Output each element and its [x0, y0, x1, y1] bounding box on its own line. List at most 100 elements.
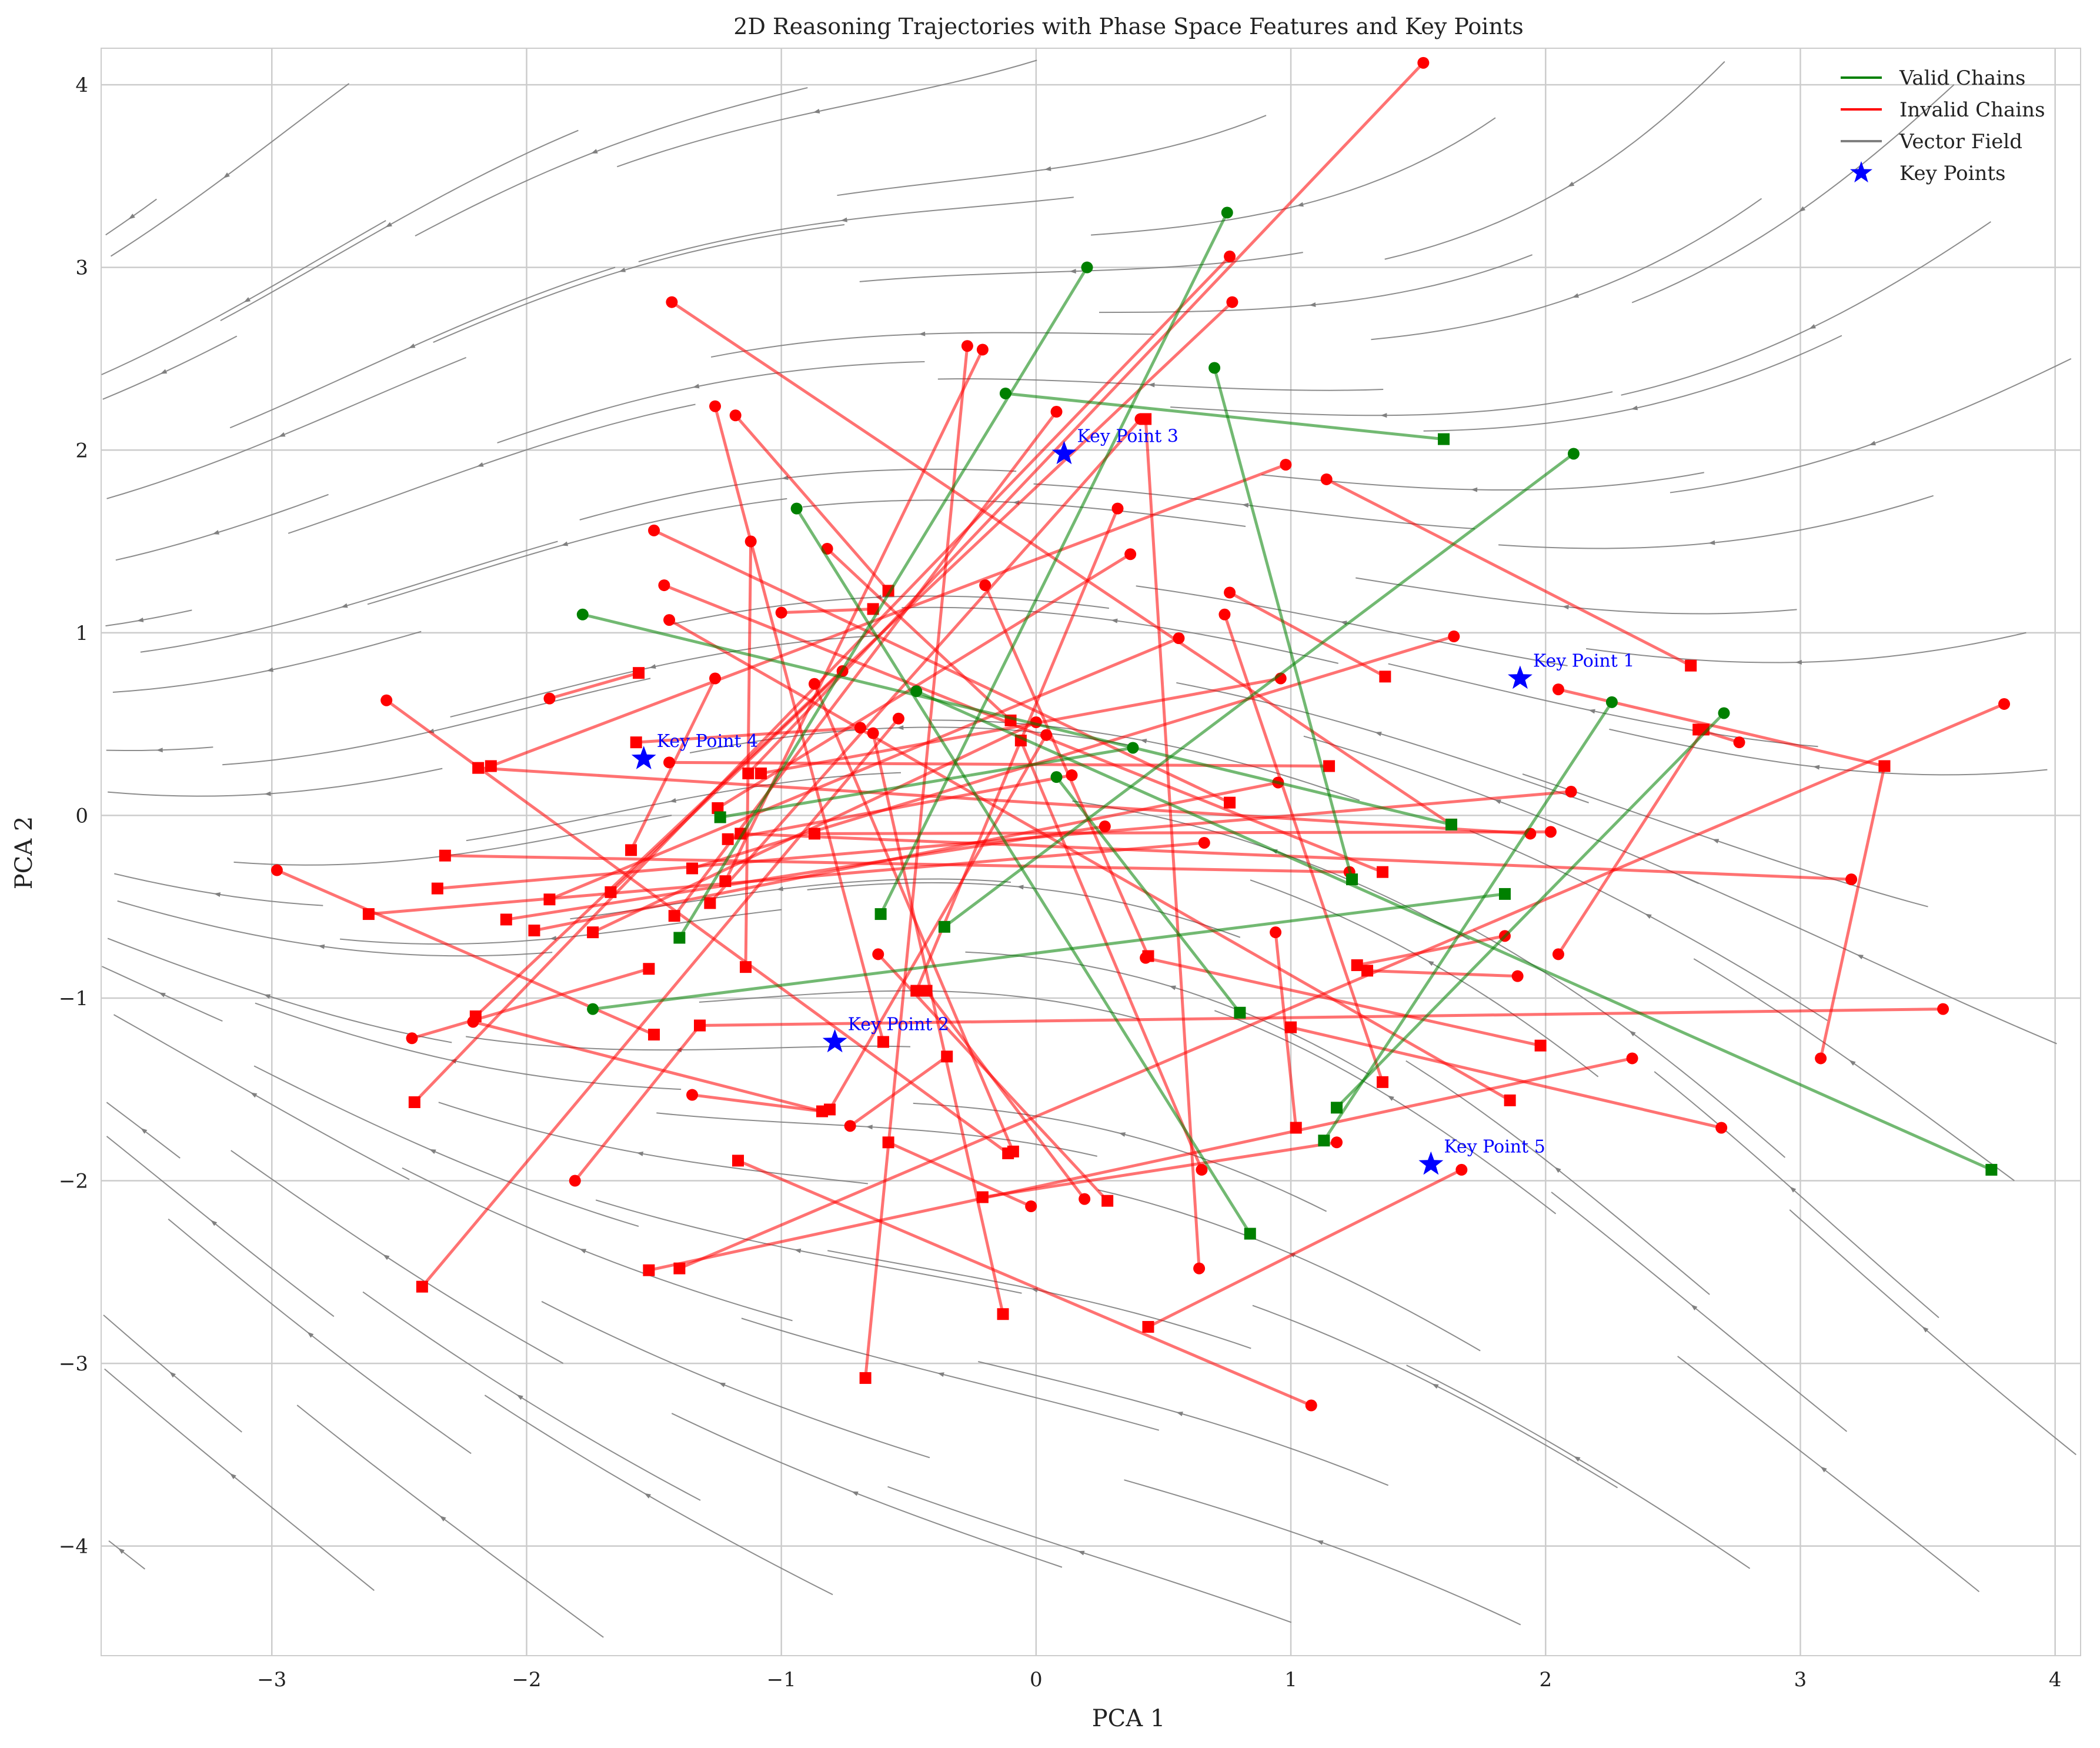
invalid-chain — [362, 836, 1210, 920]
invalid-chain-end-marker — [816, 1105, 828, 1117]
x-axis-label: PCA 1 — [1092, 1705, 1166, 1732]
invalid-chain — [920, 985, 1091, 1205]
valid-chain-end-marker — [1437, 433, 1450, 445]
vector-field-arrow — [1241, 503, 1249, 508]
invalid-chain-end-marker — [1007, 1145, 1019, 1157]
invalid-chain-segment — [709, 418, 1142, 905]
y-tick-label: −2 — [59, 1170, 88, 1193]
invalid-chain-start-marker — [1733, 736, 1745, 749]
invalid-chain-end-marker — [808, 828, 820, 840]
vector-field-arrow — [579, 1249, 587, 1254]
vector-field-arrow — [840, 217, 847, 222]
vector-field-arrow — [1309, 302, 1316, 307]
key-point-star — [1508, 665, 1533, 689]
vector-field-streamline — [1371, 198, 1762, 341]
invalid-chain — [668, 406, 1063, 922]
invalid-chain-end-marker — [694, 1019, 706, 1032]
valid-chain-start-marker — [1605, 696, 1618, 708]
vector-field-streamline — [402, 1167, 793, 1322]
invalid-chain-segment — [478, 766, 1531, 835]
vector-field-streamline — [579, 468, 1017, 521]
invalid-chain-start-marker — [1845, 873, 1858, 886]
valid-chain-start-marker — [1208, 362, 1221, 374]
vector-field-streamline — [1677, 1356, 1980, 1593]
vector-field-arrow — [211, 1220, 218, 1226]
invalid-chain-start-marker — [1511, 970, 1524, 982]
invalid-chain-segment — [699, 1008, 1944, 1028]
valid-chain-segment — [1213, 367, 1354, 880]
vector-field-arrow — [644, 1493, 652, 1499]
legend-label: Valid Chains — [1899, 66, 2025, 90]
vector-field-arrow — [1375, 732, 1382, 736]
vector-field-streamline — [671, 1413, 1063, 1568]
vector-field-arrow — [1789, 1186, 1797, 1193]
invalid-chain-end-marker — [587, 926, 599, 939]
invalid-chain-segment — [475, 301, 1234, 1018]
valid-chain-end-marker — [1318, 1135, 1330, 1147]
invalid-chain-end-marker — [416, 1280, 428, 1293]
vector-field-streamline — [433, 224, 845, 343]
invalid-chain-start-marker — [1552, 683, 1564, 696]
vector-field-streamline — [106, 356, 467, 499]
key-point-star — [1418, 1151, 1444, 1175]
vector-field-streamline — [104, 1368, 375, 1591]
vector-field-arrow — [1111, 618, 1118, 623]
vector-field-arrow — [476, 462, 484, 467]
vector-field-arrow — [212, 530, 220, 535]
invalid-chain-start-marker — [1626, 1052, 1638, 1065]
invalid-chain — [808, 826, 1557, 840]
vector-field-streamline — [1631, 84, 1955, 303]
invalid-chain-segment — [420, 718, 900, 1288]
vector-field-streamline — [1099, 254, 1533, 313]
vector-field-arrow — [1017, 885, 1024, 890]
valid-chain-end-marker — [673, 932, 686, 944]
invalid-chain-end-marker — [976, 1191, 989, 1203]
invalid-chain-start-marker — [406, 1032, 418, 1045]
invalid-chain — [740, 535, 757, 973]
invalid-chain-end-marker — [882, 1136, 894, 1149]
invalid-chain-segment — [828, 734, 1048, 1110]
vector-field-arrow — [128, 214, 135, 219]
invalid-chain-start-marker — [1448, 631, 1460, 643]
invalid-chain-start-marker — [543, 692, 556, 705]
y-tick-label: −3 — [59, 1352, 88, 1376]
vector-field-arrow — [1820, 1466, 1827, 1473]
invalid-chain-end-marker — [732, 1155, 744, 1167]
vector-field-arrow — [1857, 954, 1864, 960]
invalid-chain — [1285, 1021, 1728, 1134]
vector-field-arrow — [1494, 799, 1501, 805]
vector-field-streamline — [108, 768, 443, 797]
valid-chain-end-marker — [1234, 1006, 1246, 1019]
vector-field-arrow — [1554, 1167, 1561, 1173]
invalid-chain-start-marker — [775, 606, 787, 619]
invalid-chain — [663, 614, 1516, 1106]
vector-field-arrow — [160, 369, 168, 374]
invalid-chain-segment — [914, 508, 1119, 992]
vector-field-arrow — [243, 297, 251, 302]
vector-field-streamline — [220, 129, 579, 321]
vector-field-arrow — [1471, 487, 1478, 492]
invalid-chain-start-marker — [1226, 296, 1238, 308]
invalid-chain-end-marker — [1323, 760, 1336, 772]
invalid-chain-segment — [648, 1056, 1633, 1272]
invalid-chain-end-marker — [1504, 1094, 1516, 1106]
key-point: Key Point 3 — [1051, 426, 1178, 465]
invalid-chain-end-marker — [643, 1264, 655, 1276]
invalid-chain-start-marker — [744, 535, 757, 548]
invalid-chain-start-marker — [729, 409, 742, 422]
invalid-chain-segment — [1557, 729, 1705, 955]
valid-chain — [673, 261, 1093, 944]
vector-field-streamline — [1252, 1305, 1618, 1489]
x-tick-label: 4 — [2049, 1668, 2062, 1692]
vector-field-streamline — [1654, 1071, 1939, 1319]
invalid-chain-segment — [849, 1055, 948, 1127]
vector-field-arrow — [1629, 1030, 1636, 1037]
vector-field-arrow — [340, 603, 348, 608]
x-tick-label: −1 — [767, 1668, 796, 1692]
vector-field-streamline — [616, 59, 1037, 168]
invalid-chain — [709, 400, 889, 1048]
tick-labels: −3 −2 −1 0 1 2 3 4 −4 −3 −2 −1 0 1 2 3 4 — [59, 74, 2062, 1692]
invalid-chain — [976, 1136, 1343, 1203]
x-tick-label: −3 — [257, 1668, 286, 1692]
vector-field-streamline — [1406, 1365, 1751, 1569]
